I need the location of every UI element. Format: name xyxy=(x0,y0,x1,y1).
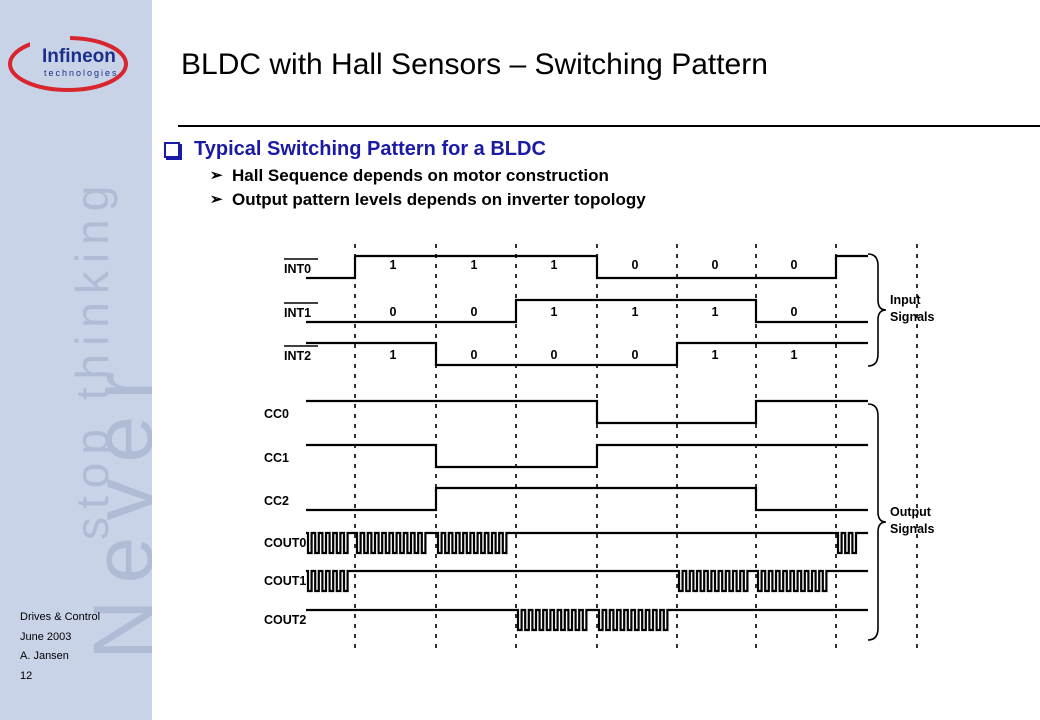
footer-author: A. Jansen xyxy=(20,650,69,662)
footer-page: 12 xyxy=(20,669,33,682)
slide-footer: Drives & Control June 2003 A. Jansen 12 xyxy=(20,608,100,686)
infineon-logo: Infineon technologies xyxy=(8,34,128,92)
footer-date: June 2003 xyxy=(20,630,72,643)
bullet-list: Typical Switching Pattern for a BLDC ➢ H… xyxy=(160,134,646,212)
watermark-never: Never xyxy=(76,356,152,660)
logo-name: Infineon xyxy=(42,46,116,67)
sidebar: Infineon technologies Never stop thinkin… xyxy=(0,0,152,720)
waveform xyxy=(306,569,868,593)
hall-state-label: 0 xyxy=(471,305,478,319)
signal-label: INT2 xyxy=(284,349,311,363)
hall-state-label: 0 xyxy=(632,258,639,272)
signal-label: CC0 xyxy=(264,407,289,421)
group-label: Signals xyxy=(890,310,935,324)
hall-state-label: 1 xyxy=(632,305,639,319)
bullet-main-text: Typical Switching Pattern for a BLDC xyxy=(194,138,546,160)
hall-state-label: 0 xyxy=(712,258,719,272)
hall-state-label: 0 xyxy=(791,258,798,272)
square-bullet-icon xyxy=(164,142,180,158)
hall-state-label: 1 xyxy=(390,348,397,362)
sub-bullet-text: Hall Sequence depends on motor construct… xyxy=(232,166,609,185)
title-divider xyxy=(178,125,1040,127)
waveform xyxy=(306,399,868,425)
signal-label: CC2 xyxy=(264,494,289,508)
arrow-bullet-icon: ➢ xyxy=(210,191,223,208)
signal-label: COUT2 xyxy=(264,613,306,627)
hall-state-label: 0 xyxy=(471,348,478,362)
group-label: Input xyxy=(890,293,921,307)
waveform xyxy=(306,531,868,555)
logo-patch xyxy=(30,34,70,48)
waveform xyxy=(306,298,868,324)
waveform xyxy=(306,486,868,512)
sub-bullet: ➢ Hall Sequence depends on motor constru… xyxy=(160,164,646,188)
hall-state-label: 0 xyxy=(791,305,798,319)
group-label: Signals xyxy=(890,522,935,536)
hall-state-label: 1 xyxy=(551,258,558,272)
timing-diagram: INT0 1 1 1 0 0 0 INT1 0 0 1 1 1 0 INT2 1 0 0 0 1 1 CC0 CC1 CC2 C… xyxy=(264,244,935,648)
hall-state-label: 1 xyxy=(390,258,397,272)
slogan-watermark: Never stop thinking xyxy=(66,178,152,660)
output-brace xyxy=(867,403,887,641)
waveform xyxy=(306,443,868,469)
waveform xyxy=(306,341,868,367)
signal-label: COUT1 xyxy=(264,574,306,588)
signal-label: CC1 xyxy=(264,451,289,465)
signal-label: COUT0 xyxy=(264,536,306,550)
waveform xyxy=(306,608,868,632)
sub-bullet-text: Output pattern levels depends on inverte… xyxy=(232,190,646,209)
slide-title: BLDC with Hall Sensors – Switching Patte… xyxy=(181,48,768,81)
hall-state-label: 1 xyxy=(712,348,719,362)
waveform xyxy=(306,254,868,280)
footer-dept: Drives & Control xyxy=(20,611,101,623)
hall-state-label: 0 xyxy=(390,305,397,319)
hall-state-label: 1 xyxy=(791,348,798,362)
watermark-stop-thinking: stop thinking xyxy=(66,178,118,540)
input-brace xyxy=(867,253,887,367)
signal-label: INT1 xyxy=(284,306,311,320)
hall-state-label: 1 xyxy=(471,258,478,272)
logo-sub: technologies xyxy=(44,68,119,78)
hall-state-label: 0 xyxy=(551,348,558,362)
hall-state-label: 0 xyxy=(632,348,639,362)
sub-bullet: ➢ Output pattern levels depends on inver… xyxy=(160,188,646,212)
bullet-main: Typical Switching Pattern for a BLDC xyxy=(160,134,646,164)
arrow-bullet-icon: ➢ xyxy=(210,167,223,184)
hall-state-label: 1 xyxy=(712,305,719,319)
group-label: Output xyxy=(890,505,932,519)
signal-label: INT0 xyxy=(284,262,311,276)
hall-state-label: 1 xyxy=(551,305,558,319)
